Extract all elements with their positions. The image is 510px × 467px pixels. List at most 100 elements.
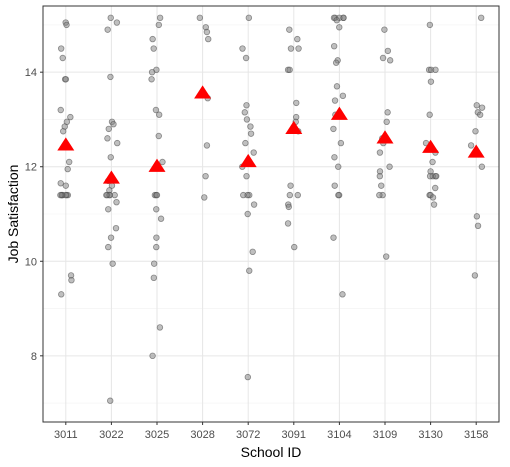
data-point <box>432 184 439 192</box>
data-point <box>478 163 486 170</box>
data-point <box>153 191 161 199</box>
mean-marker <box>102 170 120 184</box>
mean-marker <box>194 85 212 99</box>
axes: 8 10 12 14 3011 3022 3025 3028 3072 3091 3104 3109 3… <box>25 67 489 441</box>
data-point <box>152 106 160 114</box>
data-point <box>241 109 248 116</box>
data-point <box>331 97 339 104</box>
data-point <box>105 125 112 133</box>
data-point <box>242 139 249 147</box>
data-point <box>286 66 293 74</box>
y-tick-label: 10 <box>25 256 37 268</box>
data-point <box>331 182 338 189</box>
data-point <box>376 172 384 180</box>
mean-marker <box>376 130 394 144</box>
data-point <box>203 28 211 36</box>
y-tick-label: 14 <box>25 67 37 79</box>
data-point <box>57 45 65 52</box>
data-point <box>60 128 67 135</box>
data-point <box>240 191 247 199</box>
data-point <box>284 220 292 227</box>
data-point <box>432 66 439 74</box>
data-point <box>330 125 337 133</box>
data-point <box>386 57 394 64</box>
data-point <box>107 73 114 81</box>
data-point <box>64 165 71 173</box>
data-point <box>156 324 164 331</box>
data-point <box>379 54 387 62</box>
data-point <box>295 45 302 52</box>
data-point <box>205 35 212 43</box>
data-point <box>155 21 163 29</box>
data-point <box>62 182 69 189</box>
data-point <box>381 26 388 33</box>
data-point <box>149 352 156 360</box>
data-point <box>59 54 66 62</box>
data-point <box>155 132 162 140</box>
data-point <box>335 163 342 170</box>
data-point <box>339 291 346 298</box>
data-point <box>156 14 164 22</box>
data-point <box>203 142 211 149</box>
data-point <box>196 14 204 22</box>
data-point <box>155 111 163 118</box>
data-point <box>159 158 166 166</box>
data-point <box>330 42 338 50</box>
data-point <box>149 35 156 43</box>
data-point <box>67 113 74 121</box>
data-point <box>294 35 301 43</box>
data-point <box>291 243 298 251</box>
mean-markers <box>57 85 485 184</box>
data-point <box>114 139 121 147</box>
data-point <box>245 14 253 22</box>
data-point <box>104 135 111 142</box>
data-point <box>429 158 436 166</box>
data-point <box>57 180 64 187</box>
data-point <box>286 191 294 199</box>
data-point <box>57 191 64 199</box>
data-point <box>153 234 160 241</box>
x-tick-label: 3104 <box>327 429 351 441</box>
data-point <box>336 24 343 31</box>
data-point <box>386 163 393 170</box>
data-point <box>243 116 251 123</box>
data-point <box>105 206 112 213</box>
data-point <box>157 215 165 222</box>
data-point <box>476 111 484 118</box>
data-point <box>337 139 345 147</box>
x-tick-label: 3091 <box>282 429 306 441</box>
data-point <box>383 118 390 126</box>
mean-marker <box>57 137 75 151</box>
data-point <box>58 291 65 298</box>
x-tick-label: 3028 <box>190 429 214 441</box>
data-point <box>148 76 155 83</box>
x-tick-label: 3072 <box>236 429 260 441</box>
plot-panel-border <box>42 5 500 423</box>
x-tick-label: 3109 <box>373 429 397 441</box>
y-axis-title: Job Satisfaction <box>5 165 21 264</box>
data-point <box>293 99 300 107</box>
data-point <box>150 45 157 52</box>
data-point <box>467 142 475 149</box>
data-point <box>383 253 390 260</box>
mean-marker <box>239 153 257 168</box>
mean-marker <box>148 158 166 172</box>
data-point <box>287 45 295 52</box>
data-point <box>471 272 479 279</box>
data-point <box>427 78 435 85</box>
y-tick-label: 12 <box>25 162 37 174</box>
data-point <box>286 26 293 33</box>
x-tick-label: 3130 <box>418 429 442 441</box>
x-tick-label: 3158 <box>464 429 488 441</box>
data-point <box>333 16 340 24</box>
data-point <box>333 83 341 90</box>
x-tick-label: 3011 <box>54 429 78 441</box>
data-point <box>244 373 252 381</box>
x-tick-label: 3025 <box>145 429 169 441</box>
data-point <box>57 106 64 114</box>
data-point <box>150 274 158 282</box>
data-point <box>250 149 257 156</box>
data-point <box>331 154 338 161</box>
data-point <box>153 206 160 213</box>
